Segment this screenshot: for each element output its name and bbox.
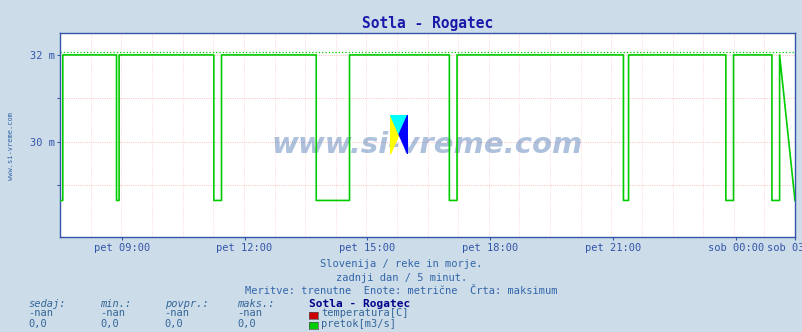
Text: -nan: -nan [100, 308, 125, 318]
Text: -nan: -nan [237, 308, 261, 318]
Title: Sotla - Rogatec: Sotla - Rogatec [362, 16, 492, 31]
Text: 0,0: 0,0 [28, 319, 47, 329]
Text: temperatura[C]: temperatura[C] [321, 308, 408, 318]
Polygon shape [390, 115, 407, 134]
Polygon shape [399, 115, 407, 154]
Text: www.si-vreme.com: www.si-vreme.com [272, 131, 582, 159]
Text: Sotla - Rogatec: Sotla - Rogatec [309, 299, 410, 309]
Text: povpr.:: povpr.: [164, 299, 208, 309]
Text: sedaj:: sedaj: [28, 299, 66, 309]
Text: maks.:: maks.: [237, 299, 274, 309]
Text: 0,0: 0,0 [100, 319, 119, 329]
Text: Meritve: trenutne  Enote: metrične  Črta: maksimum: Meritve: trenutne Enote: metrične Črta: … [245, 286, 557, 296]
Text: min.:: min.: [100, 299, 132, 309]
Text: 0,0: 0,0 [237, 319, 255, 329]
Text: 0,0: 0,0 [164, 319, 183, 329]
Text: -nan: -nan [164, 308, 189, 318]
Text: www.si-vreme.com: www.si-vreme.com [8, 112, 14, 180]
Polygon shape [390, 115, 399, 154]
Text: Slovenija / reke in morje.: Slovenija / reke in morje. [320, 259, 482, 269]
Text: pretok[m3/s]: pretok[m3/s] [321, 319, 395, 329]
Text: -nan: -nan [28, 308, 53, 318]
Text: zadnji dan / 5 minut.: zadnji dan / 5 minut. [335, 273, 467, 283]
